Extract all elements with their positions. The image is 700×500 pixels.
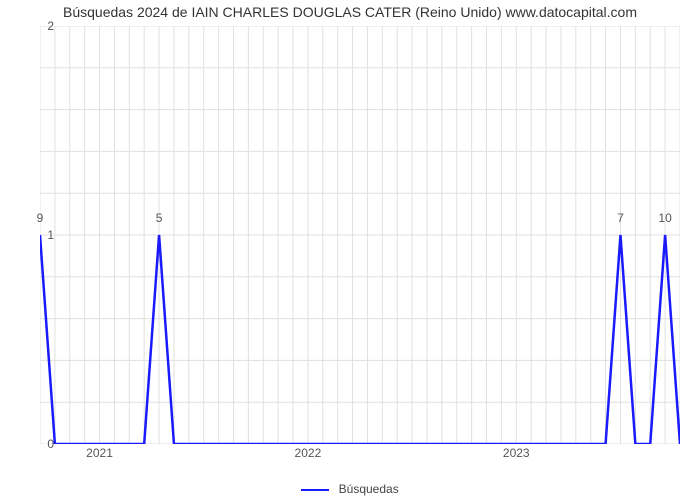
series-line <box>40 235 680 444</box>
legend: Búsquedas <box>0 482 700 496</box>
point-label: 5 <box>156 211 163 225</box>
plot-area <box>40 26 680 444</box>
point-label: 7 <box>617 211 624 225</box>
chart-title: Búsquedas 2024 de IAIN CHARLES DOUGLAS C… <box>0 4 700 20</box>
chart-container: Búsquedas 2024 de IAIN CHARLES DOUGLAS C… <box>0 0 700 500</box>
point-label: 9 <box>37 211 44 225</box>
legend-swatch <box>301 489 329 491</box>
y-tick-label: 0 <box>47 437 54 451</box>
y-tick-label: 2 <box>47 19 54 33</box>
x-tick-label: 2023 <box>503 446 530 460</box>
x-tick-label: 2021 <box>86 446 113 460</box>
point-label: 10 <box>658 211 671 225</box>
plot-svg <box>40 26 680 444</box>
y-tick-label: 1 <box>47 228 54 242</box>
grid-major <box>40 26 680 444</box>
x-tick-label: 2022 <box>295 446 322 460</box>
legend-label: Búsquedas <box>339 482 399 496</box>
